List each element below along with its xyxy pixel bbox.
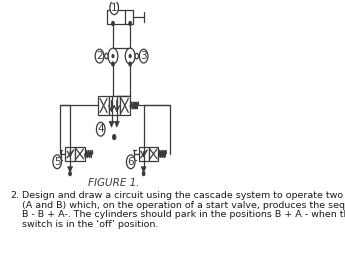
Circle shape (127, 155, 135, 169)
Circle shape (129, 22, 131, 25)
Circle shape (69, 172, 71, 176)
Circle shape (112, 62, 114, 66)
Bar (109, 96, 119, 115)
Circle shape (129, 62, 131, 66)
Text: 2.: 2. (11, 191, 20, 200)
Text: 2: 2 (96, 51, 103, 61)
Circle shape (96, 122, 105, 136)
Circle shape (112, 22, 114, 25)
Circle shape (135, 53, 138, 59)
Circle shape (110, 1, 118, 15)
Circle shape (112, 55, 114, 57)
Circle shape (113, 135, 116, 140)
Text: 1: 1 (111, 3, 118, 13)
Bar (107, 10, 132, 23)
Circle shape (95, 49, 104, 63)
Text: 6: 6 (127, 157, 134, 167)
Circle shape (108, 48, 118, 64)
Bar (149, 147, 158, 161)
Text: B - B + A-. The cylinders should park in the positions B + A - when the start: B - B + A-. The cylinders should park in… (22, 210, 345, 219)
Polygon shape (141, 167, 146, 173)
Bar (98, 96, 109, 115)
Polygon shape (115, 121, 119, 127)
Text: 5: 5 (54, 157, 60, 167)
Circle shape (105, 53, 108, 59)
Text: switch is in the ‘off’ position.: switch is in the ‘off’ position. (22, 220, 158, 229)
Text: (A and B) which, on the operation of a start valve, produces the sequence A +: (A and B) which, on the operation of a s… (22, 201, 345, 210)
Polygon shape (68, 167, 72, 173)
Text: 4: 4 (97, 124, 104, 134)
Polygon shape (109, 121, 114, 127)
Text: Design and draw a circuit using the cascade system to operate two cylinders: Design and draw a circuit using the casc… (22, 191, 345, 200)
Circle shape (139, 49, 148, 63)
Text: 3: 3 (140, 51, 147, 61)
Circle shape (129, 55, 131, 57)
Circle shape (125, 48, 135, 64)
Circle shape (53, 155, 61, 169)
Text: FIGURE 1.: FIGURE 1. (88, 178, 140, 188)
Bar (139, 147, 149, 161)
Bar (65, 147, 75, 161)
Bar (119, 96, 130, 115)
Bar (75, 147, 85, 161)
Circle shape (142, 172, 145, 176)
